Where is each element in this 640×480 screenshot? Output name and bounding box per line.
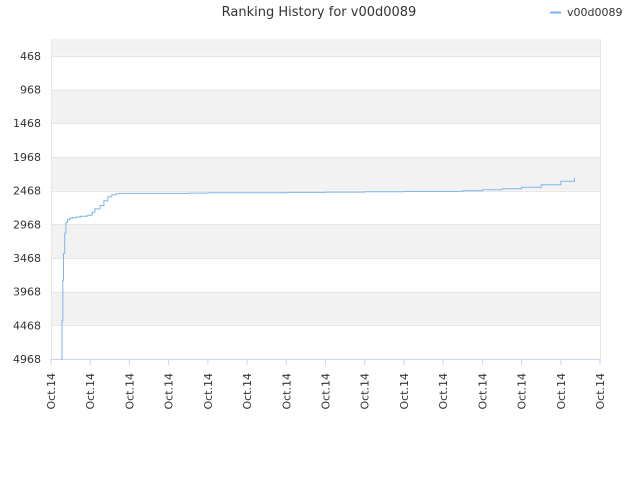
plot-band (51, 325, 600, 359)
plot-band (51, 39, 600, 56)
x-tick-label: Oct.14 (398, 373, 411, 410)
x-tick-label: Oct.14 (45, 373, 58, 410)
x-tick-label: Oct.14 (476, 373, 489, 410)
y-tick-label: 968 (20, 84, 41, 97)
y-tick-label: 468 (20, 50, 41, 63)
y-tick-label: 1968 (13, 151, 41, 164)
x-tick-label: Oct.14 (123, 373, 136, 410)
plot-band (51, 55, 600, 90)
x-tick-label: Oct.14 (555, 373, 568, 410)
plot-bands (51, 39, 600, 359)
x-tick-label: Oct.14 (437, 373, 450, 410)
x-tick-label: Oct.14 (84, 373, 97, 410)
plot-band (51, 89, 600, 124)
x-tick-label: Oct.14 (320, 373, 333, 410)
plot-band (51, 190, 600, 225)
y-tick-label: 2468 (13, 185, 41, 198)
y-tick-label: 3468 (13, 252, 41, 265)
y-axis: 468 968 1468 1968 2468 2968 3468 3968 4468 4968 (13, 50, 41, 366)
plot-band (51, 123, 600, 157)
x-tick-label: Oct.14 (280, 373, 293, 410)
series-line-v00d0089[interactable] (60, 177, 575, 360)
chart-title: Ranking History for v00d0089 (222, 5, 417, 20)
plot-band (51, 257, 600, 292)
y-tick-label: 4468 (13, 319, 41, 332)
legend-series-label: v00d0089 (567, 6, 622, 19)
y-tick-label: 4968 (13, 353, 41, 366)
plot-band (51, 224, 600, 258)
y-tick-label: 2968 (13, 218, 41, 231)
x-tick-label: Oct.14 (516, 373, 529, 410)
y-tick-label: 1468 (13, 117, 41, 130)
x-tick-label: Oct.14 (594, 373, 607, 410)
x-tick-label: Oct.14 (241, 373, 254, 410)
series-layer (60, 177, 575, 360)
y-tick-label: 3968 (13, 286, 41, 299)
x-tick-label: Oct.14 (359, 373, 372, 410)
plot-band (51, 156, 600, 191)
x-axis: Oct.14 Oct.14 Oct.14 Oct.14 Oct.14 Oct.14 Oct.… (45, 359, 607, 410)
x-tick-label: Oct.14 (202, 373, 215, 410)
plot-band (51, 291, 600, 326)
legend[interactable]: v00d0089 (550, 6, 622, 19)
x-tick-label: Oct.14 (163, 373, 176, 410)
